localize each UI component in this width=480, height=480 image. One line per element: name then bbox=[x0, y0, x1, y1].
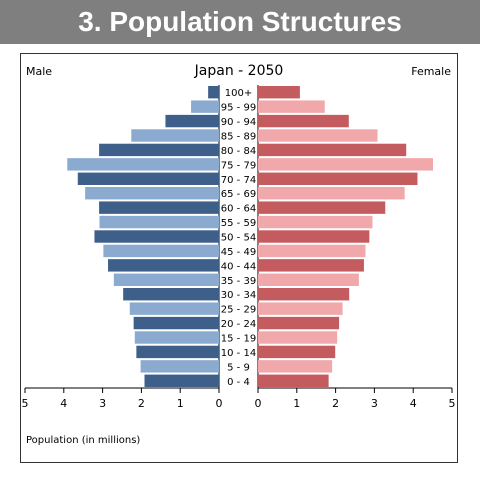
female-bar bbox=[258, 129, 378, 142]
female-bar bbox=[258, 187, 405, 200]
female-bar bbox=[258, 100, 325, 113]
age-group-label: 45 - 49 bbox=[221, 247, 256, 258]
slide-title: 3. Population Structures bbox=[78, 6, 402, 37]
x-tick-label: 5 bbox=[22, 397, 29, 410]
age-group-label: 0 - 4 bbox=[227, 377, 250, 388]
right-label: Female bbox=[411, 65, 451, 78]
x-tick-label: 0 bbox=[216, 397, 223, 410]
female-bar bbox=[258, 345, 336, 359]
male-bar bbox=[123, 288, 219, 301]
x-tick-label: 1 bbox=[293, 397, 300, 410]
age-group-label: 80 - 84 bbox=[221, 146, 256, 157]
x-tick-label: 3 bbox=[99, 397, 106, 410]
plot-layer: 100+ 95 - 99 90 - 94 85 - 89 80 - 84 75 - 79 7… bbox=[22, 85, 456, 410]
male-bar bbox=[85, 187, 219, 200]
age-group-label: 60 - 64 bbox=[221, 204, 256, 215]
x-tick-label: 5 bbox=[449, 397, 456, 410]
x-axis-label: Population (in millions) bbox=[26, 435, 140, 446]
female-bar bbox=[258, 86, 300, 99]
age-group-label: 50 - 54 bbox=[221, 233, 256, 244]
age-group-label: 75 - 79 bbox=[221, 160, 256, 171]
x-tick-label: 2 bbox=[138, 397, 145, 410]
age-group-label: 70 - 74 bbox=[221, 175, 256, 186]
female-bar bbox=[258, 143, 407, 157]
male-bar bbox=[99, 201, 219, 214]
male-bar bbox=[191, 100, 219, 113]
age-group-label: 95 - 99 bbox=[221, 103, 256, 114]
male-bar bbox=[77, 172, 219, 185]
male-bar bbox=[67, 158, 220, 171]
age-group-label: 20 - 24 bbox=[221, 319, 256, 330]
male-bar bbox=[165, 114, 219, 128]
female-bar bbox=[258, 316, 340, 330]
x-tick-label: 0 bbox=[255, 397, 262, 410]
male-bar bbox=[99, 215, 219, 229]
female-bar bbox=[258, 273, 359, 286]
chart-frame: Male Japan - 2050 Female Population (in … bbox=[20, 53, 458, 463]
age-group-label: 5 - 9 bbox=[227, 362, 250, 373]
female-bar bbox=[258, 201, 386, 214]
male-bar bbox=[131, 129, 219, 142]
male-bar bbox=[113, 273, 219, 286]
female-bar bbox=[258, 288, 350, 301]
age-group-label: 55 - 59 bbox=[221, 218, 256, 229]
male-bar bbox=[134, 331, 219, 344]
x-tick-label: 3 bbox=[371, 397, 378, 410]
x-tick-label: 4 bbox=[410, 397, 417, 410]
age-group-label: 25 - 29 bbox=[221, 305, 256, 316]
male-bar bbox=[144, 374, 219, 387]
age-group-label: 15 - 19 bbox=[221, 334, 256, 345]
population-pyramid-chart: Male Japan - 2050 Female Population (in … bbox=[22, 63, 456, 446]
female-bar bbox=[258, 360, 333, 373]
age-group-label: 100+ bbox=[225, 88, 252, 99]
male-bar bbox=[140, 360, 219, 373]
male-bar bbox=[108, 259, 219, 272]
x-tick-label: 4 bbox=[60, 397, 67, 410]
chart-title: Japan - 2050 bbox=[194, 63, 284, 79]
age-group-label: 85 - 89 bbox=[221, 132, 256, 143]
female-bar bbox=[258, 114, 349, 128]
male-bar bbox=[133, 316, 219, 330]
female-bar bbox=[258, 244, 366, 258]
x-tick-label: 1 bbox=[177, 397, 184, 410]
male-bar bbox=[99, 143, 219, 157]
age-group-label: 35 - 39 bbox=[221, 276, 256, 287]
female-bar bbox=[258, 331, 338, 344]
age-group-label: 90 - 94 bbox=[221, 117, 256, 128]
age-group-label: 65 - 69 bbox=[221, 189, 256, 200]
male-bar bbox=[136, 345, 219, 359]
female-bar bbox=[258, 259, 364, 272]
female-bar bbox=[258, 374, 329, 387]
age-group-label: 10 - 14 bbox=[221, 348, 256, 359]
male-bar bbox=[208, 86, 219, 99]
female-bar bbox=[258, 172, 418, 185]
title-banner: 3. Population Structures bbox=[0, 0, 480, 44]
female-bar bbox=[258, 230, 370, 243]
x-tick-label: 2 bbox=[332, 397, 339, 410]
male-bar bbox=[129, 302, 219, 315]
left-label: Male bbox=[26, 65, 52, 78]
age-group-label: 40 - 44 bbox=[221, 261, 256, 272]
age-group-label: 30 - 34 bbox=[221, 290, 256, 301]
male-bar bbox=[103, 244, 219, 258]
female-bar bbox=[258, 158, 433, 171]
male-bar bbox=[94, 230, 219, 243]
female-bar bbox=[258, 215, 373, 229]
female-bar bbox=[258, 302, 343, 315]
